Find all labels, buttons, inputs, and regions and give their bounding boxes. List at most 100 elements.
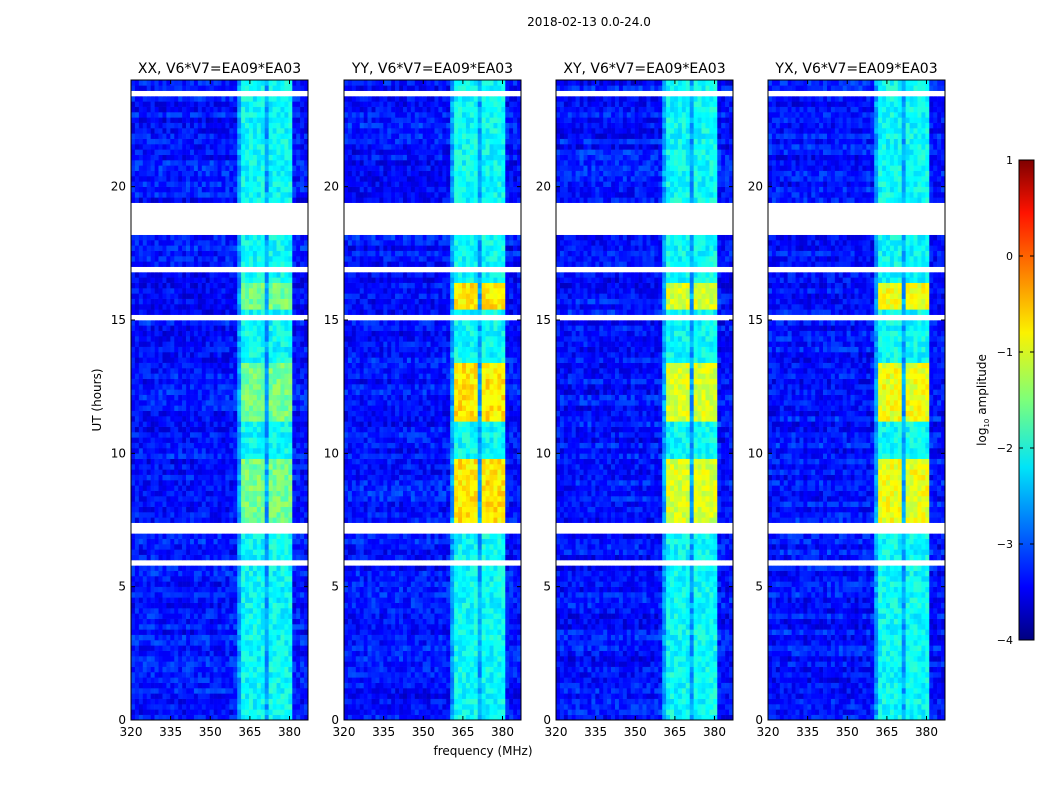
heatmap-cell	[229, 576, 234, 582]
heatmap-cell	[296, 181, 301, 187]
heatmap-cell	[142, 186, 148, 193]
heatmap-cell	[304, 533, 309, 539]
heatmap-cell	[264, 634, 269, 641]
heatmap-cell	[205, 352, 210, 358]
heatmap-cell	[304, 357, 309, 363]
heatmap-cell	[142, 197, 148, 203]
heatmap-cell	[221, 282, 226, 289]
heatmap-cell	[249, 320, 254, 326]
heatmap-cell	[292, 144, 297, 150]
heatmap-cell	[186, 176, 191, 182]
heatmap-cell	[142, 640, 148, 646]
heatmap-cell	[182, 346, 187, 353]
heatmap-cell	[288, 373, 293, 379]
heatmap-cell	[252, 597, 258, 603]
heatmap-cell	[142, 709, 148, 715]
heatmap-cell	[186, 650, 191, 657]
heatmap-cell	[205, 474, 210, 481]
heatmap-cell	[233, 458, 238, 465]
heatmap-cell	[280, 421, 285, 427]
heatmap-cell	[272, 656, 277, 662]
heatmap-cell	[162, 618, 167, 625]
heatmap-cell	[249, 394, 254, 401]
heatmap-cell	[162, 266, 167, 273]
heatmap-cell	[292, 586, 297, 593]
heatmap-cell	[233, 336, 238, 342]
heatmap-cell	[138, 613, 144, 619]
heatmap-cell	[233, 298, 238, 305]
heatmap-cell	[186, 410, 191, 417]
heatmap-cell	[158, 234, 163, 241]
heatmap-cell	[166, 549, 171, 555]
heatmap-cell	[158, 128, 163, 134]
heatmap-cell	[300, 506, 305, 513]
heatmap-cell	[252, 128, 258, 134]
heatmap-cell	[264, 613, 269, 619]
heatmap-cell	[268, 128, 273, 134]
heatmap-cell	[268, 170, 273, 177]
heatmap-cell	[292, 501, 297, 507]
heatmap-cell	[241, 282, 246, 289]
heatmap-cell	[197, 373, 203, 379]
heatmap-cell	[162, 240, 167, 246]
heatmap-cell	[272, 565, 277, 571]
heatmap-cell	[217, 133, 222, 139]
heatmap-cell	[146, 261, 151, 267]
heatmap-cell	[154, 645, 159, 651]
heatmap-cell	[233, 144, 238, 150]
heatmap-cell	[162, 133, 167, 139]
heatmap-cell	[166, 133, 171, 139]
heatmap-cell	[272, 362, 277, 369]
heatmap-cell	[264, 453, 269, 459]
heatmap-cell	[174, 362, 179, 369]
heatmap-cell	[252, 448, 258, 454]
heatmap-cell	[146, 192, 151, 198]
heatmap-cell	[201, 389, 207, 395]
heatmap-cell	[276, 624, 281, 630]
heatmap-cell	[233, 186, 238, 193]
heatmap-cell	[272, 512, 277, 518]
heatmap-cell	[197, 325, 203, 331]
heatmap-cell	[213, 304, 218, 310]
heatmap-cell	[134, 202, 140, 209]
heatmap-cell	[190, 704, 195, 710]
heatmap-cell	[174, 229, 179, 235]
heatmap-cell	[154, 597, 159, 603]
heatmap-cell	[237, 682, 242, 689]
heatmap-cell	[264, 666, 269, 673]
heatmap-cell	[233, 597, 238, 603]
heatmap-cell	[146, 240, 151, 246]
heatmap-cell	[304, 698, 309, 705]
heatmap-cell	[209, 682, 214, 689]
heatmap-cell	[264, 325, 269, 331]
heatmap-cell	[241, 448, 246, 454]
heatmap-cell	[166, 170, 171, 177]
heatmap-cell	[193, 192, 199, 198]
heatmap-cell	[272, 666, 277, 673]
heatmap-cell	[131, 453, 136, 459]
heatmap-cell	[162, 218, 167, 225]
heatmap-cell	[300, 554, 305, 561]
heatmap-cell	[154, 448, 159, 454]
heatmap-cell	[241, 341, 246, 347]
heatmap-cell	[162, 165, 167, 171]
heatmap-cell	[158, 394, 163, 401]
heatmap-cell	[304, 613, 309, 619]
heatmap-cell	[178, 629, 183, 635]
heatmap-cell	[292, 528, 297, 534]
heatmap-cell	[201, 213, 207, 219]
heatmap-cell	[229, 416, 234, 422]
heatmap-cell	[296, 410, 301, 417]
heatmap-cell	[170, 266, 175, 273]
heatmap-cell	[170, 170, 175, 177]
heatmap-cell	[296, 149, 301, 155]
heatmap-cell	[217, 448, 222, 454]
heatmap-cell	[241, 624, 246, 630]
heatmap-cell	[268, 629, 273, 635]
heatmap-cell	[217, 608, 222, 614]
heatmap-cell	[256, 624, 262, 630]
heatmap-cell	[146, 474, 151, 481]
heatmap-cell	[304, 480, 309, 486]
heatmap-cell	[142, 309, 148, 315]
heatmap-cell	[237, 426, 242, 433]
